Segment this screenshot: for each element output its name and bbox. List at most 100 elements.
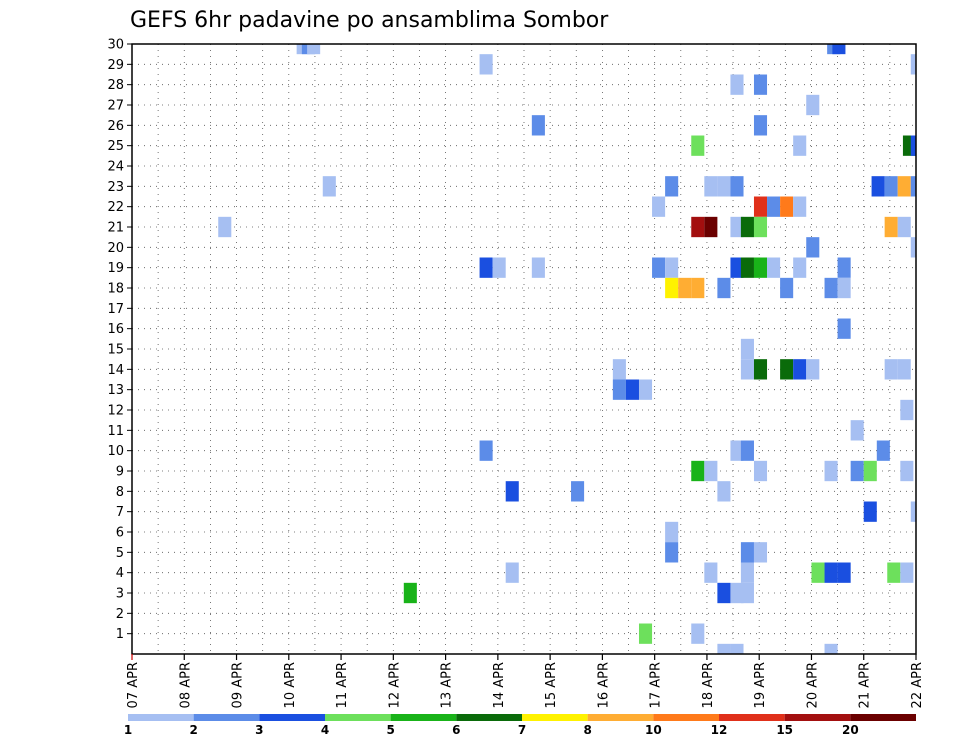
heatmap-cell — [740, 338, 754, 360]
y-tick-label: 21 — [107, 221, 124, 236]
heatmap-cell — [806, 237, 820, 258]
x-tick-label: 21 APR — [858, 662, 873, 708]
legend-label: 1 — [124, 723, 132, 737]
y-tick-label: 17 — [107, 302, 124, 317]
heatmap-cell — [884, 359, 898, 380]
heatmap-cell — [717, 277, 731, 299]
legend-swatch — [850, 714, 916, 721]
heatmap-cell — [753, 196, 768, 217]
legend-swatch — [193, 714, 260, 721]
heatmap-cell — [753, 74, 768, 95]
y-tick-label: 7 — [116, 505, 124, 520]
heatmap-cell — [897, 359, 911, 380]
heatmap-cell — [850, 420, 864, 441]
heatmap-cell — [704, 176, 718, 197]
y-tick-label: 10 — [107, 444, 124, 459]
legend-label: 5 — [386, 723, 394, 737]
heatmap-cell — [910, 135, 916, 156]
heatmap-cell — [837, 257, 851, 278]
heatmap-cell — [884, 176, 898, 197]
heatmap-cell — [740, 216, 754, 238]
heatmap-cell — [638, 623, 653, 644]
heatmap-cell — [665, 542, 679, 563]
x-tick-label: 09 APR — [231, 662, 246, 708]
legend-swatch — [587, 714, 654, 721]
y-tick-label: 12 — [107, 404, 124, 419]
x-tick-label: 20 APR — [805, 662, 820, 708]
legend-swatch — [325, 714, 391, 721]
heatmap-cell — [717, 643, 731, 654]
heatmap-cell — [824, 562, 838, 583]
heatmap-cell — [767, 257, 781, 278]
color-legend: 1 2 3 4 5 6 7 8 10 12 15 20 — [124, 714, 916, 737]
x-tick-label: 17 APR — [649, 662, 664, 708]
heatmap-cell — [837, 277, 851, 299]
heatmap-cell — [832, 44, 846, 55]
legend-label: 12 — [711, 723, 728, 737]
legend-label: 6 — [452, 723, 460, 737]
heatmap-cell — [767, 196, 781, 217]
heatmap-cell — [753, 257, 768, 278]
y-tick-label: 11 — [107, 424, 124, 439]
heatmap-cell — [730, 74, 744, 95]
heatmap-cell — [793, 196, 807, 217]
heatmap-cell — [740, 582, 754, 604]
x-tick-label: 14 APR — [492, 662, 507, 708]
heatmap-cells — [218, 44, 916, 654]
legend-label: 20 — [842, 723, 859, 737]
y-tick-label: 1 — [116, 627, 124, 642]
legend-label: 4 — [321, 723, 329, 737]
heatmap-cell — [691, 460, 705, 482]
legend-swatch — [653, 714, 719, 721]
x-tick-label: 08 APR — [178, 662, 193, 708]
chart-title: GEFS 6hr padavine po ansamblima Sombor — [130, 8, 609, 33]
heatmap-cell — [479, 440, 493, 461]
legend-swatch — [522, 714, 588, 721]
heatmap-cell — [322, 176, 336, 197]
y-axis-ticks: 1234567891011121314151617181920212223242… — [107, 38, 132, 642]
heatmap-cell — [704, 216, 718, 238]
heatmap-cell — [824, 643, 838, 654]
y-tick-label: 5 — [116, 546, 124, 561]
heatmap-cell — [740, 257, 754, 278]
heatmap-cell — [876, 440, 890, 461]
heatmap-cell — [479, 257, 493, 278]
heatmap-cell — [850, 460, 864, 482]
legend-swatch — [390, 714, 457, 721]
heatmap-cell — [730, 643, 744, 654]
legend-label: 10 — [645, 723, 662, 737]
y-tick-label: 16 — [107, 322, 124, 337]
heatmap-cell — [910, 501, 916, 522]
heatmap-cell — [492, 257, 506, 278]
heatmap-cell — [740, 440, 754, 461]
heatmap-cell — [871, 176, 885, 197]
legend-swatch — [456, 714, 522, 721]
heatmap-cell — [307, 44, 321, 55]
heatmap-cell — [780, 196, 794, 217]
heatmap-cell — [837, 318, 851, 339]
x-tick-label: 10 APR — [283, 662, 298, 708]
y-tick-label: 8 — [116, 485, 124, 500]
y-tick-label: 14 — [107, 363, 124, 378]
heatmap-cell — [531, 257, 545, 278]
heatmap-cell — [665, 257, 679, 278]
heatmap-cell — [717, 176, 731, 197]
y-tick-label: 26 — [107, 119, 124, 134]
heatmap-cell — [571, 481, 585, 502]
heatmap-cell — [730, 582, 744, 604]
heatmap-cell — [218, 216, 232, 238]
heatmap-cell — [704, 460, 718, 482]
x-tick-label: 07 APR — [126, 662, 141, 708]
heatmap-cell — [884, 216, 898, 238]
y-tick-label: 2 — [116, 607, 124, 622]
y-tick-label: 22 — [107, 200, 124, 215]
y-tick-label: 29 — [107, 58, 124, 73]
x-tick-label: 18 APR — [701, 662, 716, 708]
y-tick-label: 23 — [107, 180, 124, 195]
heatmap-cell — [730, 257, 744, 278]
heatmap-cell — [625, 379, 639, 400]
y-tick-label: 13 — [107, 383, 124, 398]
legend-label: 7 — [518, 723, 526, 737]
heatmap-cell — [780, 359, 794, 380]
